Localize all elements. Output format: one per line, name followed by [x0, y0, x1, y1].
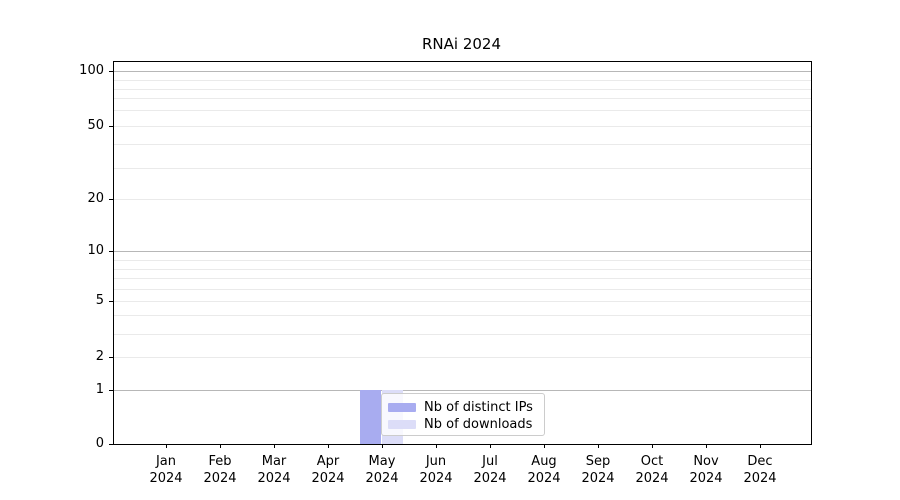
gridline-20 — [114, 199, 811, 200]
x-tick-month: Jan — [155, 454, 177, 469]
x-tick-mark-nov — [706, 444, 707, 448]
x-tick-mark-sep — [598, 444, 599, 448]
x-tick-month: Dec — [747, 454, 773, 469]
bar-nb-of-distinct-ips-may — [360, 390, 381, 444]
gridline-80 — [114, 89, 811, 90]
x-tick-mark-dec — [760, 444, 761, 448]
x-tick-month: Mar — [261, 454, 287, 469]
x-tick-label-sep: Sep 2024 — [568, 453, 628, 487]
x-tick-label-oct: Oct 2024 — [622, 453, 682, 487]
gridline-7 — [114, 278, 811, 279]
y-tick-label-100: 100 — [79, 63, 104, 78]
y-tick-mark-5 — [109, 301, 113, 302]
y-tick-label-5: 5 — [95, 293, 104, 308]
gridline-90 — [114, 80, 811, 81]
legend-entry-distinct-ips: Nb of distinct IPs — [388, 399, 536, 416]
x-tick-year: 2024 — [527, 471, 561, 486]
y-tick-mark-100 — [109, 71, 113, 72]
legend-label-distinct-ips: Nb of distinct IPs — [424, 400, 533, 415]
x-tick-year: 2024 — [365, 471, 399, 486]
x-tick-year: 2024 — [635, 471, 669, 486]
legend-label-downloads: Nb of downloads — [424, 417, 533, 432]
x-tick-mark-jan — [166, 444, 167, 448]
x-tick-mark-feb — [220, 444, 221, 448]
y-tick-mark-50 — [109, 126, 113, 127]
x-tick-month: Oct — [640, 454, 664, 469]
x-tick-label-jun: Jun 2024 — [406, 453, 466, 487]
y-tick-mark-2 — [109, 357, 113, 358]
y-tick-mark-1 — [109, 390, 113, 391]
x-tick-label-apr: Apr 2024 — [298, 453, 358, 487]
gridline-40 — [114, 144, 811, 145]
x-tick-year: 2024 — [743, 471, 777, 486]
x-tick-year: 2024 — [689, 471, 723, 486]
x-tick-label-jul: Jul 2024 — [460, 453, 520, 487]
gridline-70 — [114, 98, 811, 99]
gridline-8 — [114, 269, 811, 270]
y-tick-mark-0 — [109, 444, 113, 445]
legend-swatch-downloads — [388, 420, 416, 429]
x-tick-year: 2024 — [203, 471, 237, 486]
x-tick-mark-apr — [328, 444, 329, 448]
x-tick-label-may: May 2024 — [352, 453, 412, 487]
x-tick-month: Feb — [208, 454, 232, 469]
y-tick-label-20: 20 — [87, 191, 104, 206]
x-tick-year: 2024 — [473, 471, 507, 486]
x-tick-month: Jun — [425, 454, 447, 469]
x-tick-month: Nov — [693, 454, 719, 469]
x-tick-mark-oct — [652, 444, 653, 448]
x-tick-mark-may — [382, 444, 383, 448]
gridline-9 — [114, 260, 811, 261]
legend-entry-downloads: Nb of downloads — [388, 416, 536, 433]
gridline-4 — [114, 315, 811, 316]
gridline-3 — [114, 334, 811, 335]
x-tick-month: Sep — [585, 454, 611, 469]
x-tick-label-feb: Feb 2024 — [190, 453, 250, 487]
gridline-2 — [114, 357, 811, 358]
y-tick-label-1: 1 — [95, 382, 104, 397]
y-tick-mark-10 — [109, 251, 113, 252]
x-tick-mark-aug — [544, 444, 545, 448]
y-tick-mark-20 — [109, 199, 113, 200]
x-tick-year: 2024 — [149, 471, 183, 486]
x-tick-year: 2024 — [257, 471, 291, 486]
x-tick-mark-jul — [490, 444, 491, 448]
x-tick-month: Apr — [316, 454, 340, 469]
gridline-10 — [114, 251, 811, 252]
chart-title: RNAi 2024 — [421, 35, 501, 53]
legend: Nb of distinct IPs Nb of downloads — [381, 393, 545, 436]
x-tick-month: Aug — [531, 454, 557, 469]
x-tick-month: May — [368, 454, 396, 469]
y-tick-label-50: 50 — [87, 118, 104, 133]
x-tick-year: 2024 — [581, 471, 615, 486]
x-tick-month: Jul — [482, 454, 498, 469]
y-tick-label-0: 0 — [95, 436, 104, 451]
gridline-1 — [114, 390, 811, 391]
y-tick-label-2: 2 — [95, 349, 104, 364]
x-tick-year: 2024 — [311, 471, 345, 486]
gridline-60 — [114, 110, 811, 111]
x-tick-year: 2024 — [419, 471, 453, 486]
gridline-30 — [114, 168, 811, 169]
x-tick-label-nov: Nov 2024 — [676, 453, 736, 487]
x-tick-label-mar: Mar 2024 — [244, 453, 304, 487]
gridline-50 — [114, 126, 811, 127]
gridline-6 — [114, 289, 811, 290]
x-tick-mark-mar — [274, 444, 275, 448]
gridline-100 — [114, 71, 811, 72]
plot-area: 0 1 2 5 10 20 50 100 Jan 2024 Feb 2024 Mar 2024 Apr 20… — [79, 61, 812, 486]
x-tick-label-dec: Dec 2024 — [730, 453, 790, 487]
legend-swatch-distinct-ips — [388, 403, 416, 412]
x-tick-label-aug: Aug 2024 — [514, 453, 574, 487]
gridline-5 — [114, 301, 811, 302]
x-tick-label-jan: Jan 2024 — [136, 453, 196, 487]
x-tick-mark-jun — [436, 444, 437, 448]
y-tick-label-10: 10 — [87, 243, 104, 258]
